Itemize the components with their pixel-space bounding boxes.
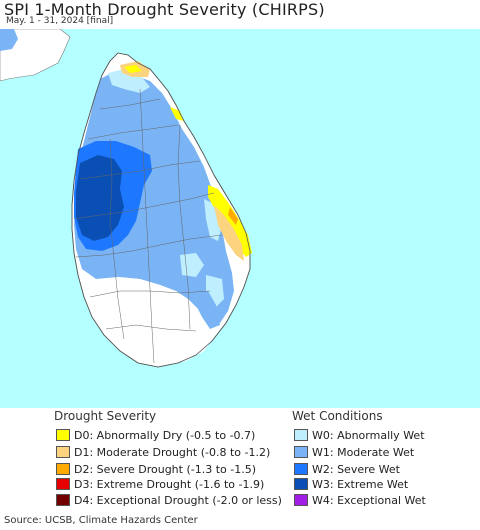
district-boundaries	[73, 88, 223, 364]
legend-item-d1: D1: Moderate Drought (-0.8 to -1.2)	[56, 444, 270, 460]
d1-east-coast	[214, 205, 244, 261]
map-title: SPI 1-Month Drought Severity (CHIRPS)	[4, 0, 325, 19]
w0-patch-south	[180, 253, 204, 277]
swatch-w4	[294, 494, 308, 506]
swatch-d2	[56, 463, 70, 475]
wet-legend-title: Wet Conditions	[292, 409, 383, 423]
legend-label-d3: D3: Extreme Drought (-1.6 to -1.9)	[74, 477, 265, 491]
legend-item-w3: W3: Extreme Wet	[294, 476, 408, 492]
drought-map	[0, 29, 480, 408]
legend-label-w1: W1: Moderate Wet	[312, 445, 415, 459]
legend-label-d0: D0: Abnormally Dry (-0.5 to -0.7)	[74, 428, 256, 442]
legend-item-w2: W2: Severe Wet	[294, 461, 400, 477]
swatch-d4	[56, 494, 70, 506]
swatch-w3	[294, 478, 308, 490]
sri-lanka-outline	[71, 52, 251, 368]
india-wet-patch	[0, 29, 18, 51]
legend-label-w3: W3: Extreme Wet	[312, 477, 409, 491]
legend-item-d2: D2: Severe Drought (-1.3 to -1.5)	[56, 461, 256, 477]
legend-label-w0: W0: Abnormally Wet	[312, 428, 425, 442]
legend-item-w4: W4: Exceptional Wet	[294, 492, 426, 508]
w0-patch-east	[204, 199, 222, 241]
legend-label-d4: D4: Exceptional Drought (-2.0 or less)	[74, 493, 282, 507]
d2-east-coast	[228, 207, 238, 225]
d0-east-coast	[208, 185, 252, 257]
drought-legend-title: Drought Severity	[54, 409, 157, 423]
swatch-w0	[294, 429, 308, 441]
legend-item-w0: W0: Abnormally Wet	[294, 427, 425, 443]
w1-south-patch	[196, 291, 220, 329]
legend-label-w2: W2: Severe Wet	[312, 462, 400, 476]
legend-label-d1: D1: Moderate Drought (-0.8 to -1.2)	[74, 445, 271, 459]
legend-item-d3: D3: Extreme Drought (-1.6 to -1.9)	[56, 476, 264, 492]
swatch-w1	[294, 446, 308, 458]
d0-north	[124, 65, 142, 73]
legend-item-d4: D4: Exceptional Drought (-2.0 or less)	[56, 492, 282, 508]
india-landmass	[0, 29, 71, 82]
swatch-d0	[56, 429, 70, 441]
swatch-w2	[294, 463, 308, 475]
legend-item-w1: W1: Moderate Wet	[294, 444, 414, 460]
swatch-d3	[56, 478, 70, 490]
source-credit: Source: UCSB, Climate Hazards Center	[4, 515, 198, 526]
d0-northeast	[170, 107, 184, 121]
legend-item-d0: D0: Abnormally Dry (-0.5 to -0.7)	[56, 427, 255, 443]
legend-label-d2: D2: Severe Drought (-1.3 to -1.5)	[74, 462, 257, 476]
legend-label-w4: W4: Exceptional Wet	[312, 493, 426, 507]
swatch-d1	[56, 446, 70, 458]
map-subtitle: May. 1 - 31, 2024 [final]	[6, 16, 114, 26]
normal-south	[90, 277, 214, 365]
